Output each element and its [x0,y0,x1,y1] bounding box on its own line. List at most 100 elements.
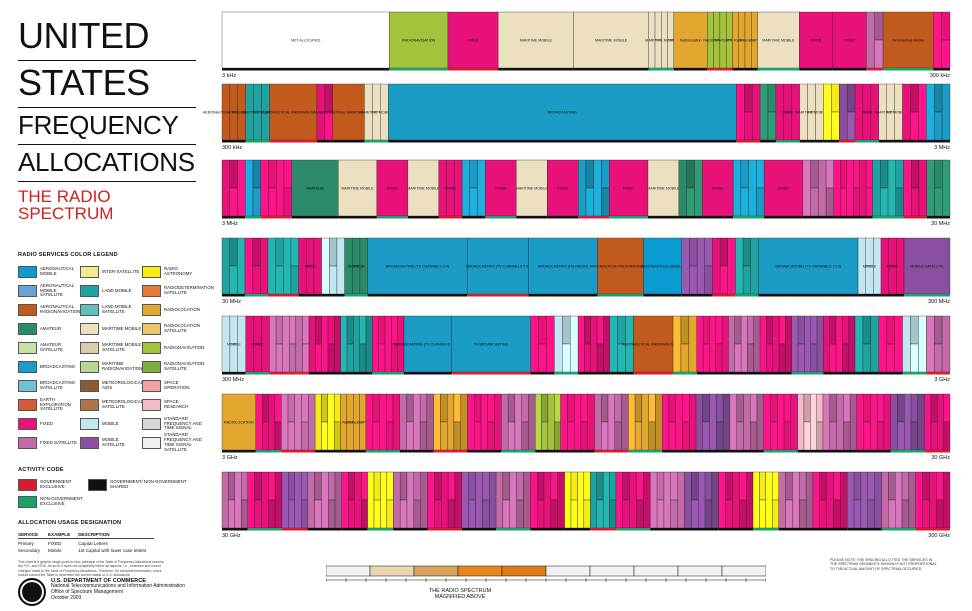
band-cell [453,393,461,423]
band-cell [314,471,322,501]
band [577,315,610,375]
activity-stripe [340,450,366,453]
band-cell [547,393,555,451]
band-cell [886,315,895,345]
band-cell [930,393,938,423]
table-row: Primary FIXED Capital Letters [18,539,154,546]
band-cell [770,421,778,451]
activity-stripe [365,450,400,453]
band-label: BROADCASTING (TV CHANNELS 14-20) [394,343,462,347]
activity-stripe [902,140,927,143]
legend-label: AMATEUR [40,325,62,331]
band-cell [353,315,360,373]
activity-grid: GOVERNMENT EXCLUSIVE GOVERNMENT/ NON-GOVE… [18,479,208,508]
band-cell [823,83,832,141]
band-cell [474,421,482,451]
band-cell [372,111,381,141]
band-cell [295,315,303,373]
band-cell [221,237,230,295]
band-cell [580,421,588,451]
band-cell [847,471,855,529]
band-cell [413,393,421,451]
legend-label: INTER-SATELLITE [102,268,140,274]
band [267,237,299,297]
band-cell [863,421,871,451]
band: FIXED [438,159,463,219]
band-label: RADIOLOCATION [224,421,254,425]
band-cell [260,159,269,217]
band-cell [268,159,277,189]
band [791,315,824,375]
legend-label: AMATEUR SATELLITE [40,342,63,352]
band-cell [308,315,316,373]
band-cell [799,471,807,501]
band-cell [915,471,923,529]
band-cell [910,83,919,113]
activity-stripe [775,140,800,143]
band [260,159,292,219]
band-cell [302,315,310,345]
band-cell [550,471,558,501]
band-cell [367,471,375,529]
legend-swatch [142,265,161,278]
band-cell [434,499,442,529]
band-cell [601,421,609,451]
band [833,159,873,219]
agency-name: National Telecommunications and Informat… [51,583,185,590]
band [535,393,561,453]
title-line-3: FREQUENCY [18,108,196,145]
band-cell [877,393,885,423]
band-cell [419,421,428,451]
band-cell [468,471,476,501]
band-cell [221,159,230,217]
band-cell [407,159,440,217]
activity-stripe [564,528,591,531]
row-end-label: 30 MHz [931,221,950,227]
band: Radiolocation [732,11,758,71]
row-start-label: 3 MHz [222,221,238,227]
band [823,315,856,375]
band [221,471,248,531]
band-cell [346,343,354,373]
band-cell [597,237,644,295]
activity-stripe [255,450,282,453]
band-cell [352,265,361,295]
band [924,393,951,453]
legend-label: MOBILE [102,420,119,426]
band: Aeronautical Mobile [882,11,934,71]
band-cell [446,187,455,217]
band-cell [937,393,944,451]
band-label: NOT ALLOCATED [291,39,321,43]
band-cell [393,471,401,529]
legend-item: STANDARD FREQUENCY AND TIME SIGNAL [142,416,204,431]
band-cell [580,393,588,423]
band-cell [888,237,897,267]
band-cell [810,159,819,189]
legend-item: METEOROLOGICAL AIDS [80,378,143,393]
band-cell [254,499,262,529]
band-cell [833,159,841,217]
subtitle: THE RADIO SPECTRUM [18,187,114,223]
band-cell [530,315,539,373]
activity-stripe [269,140,317,143]
band-cell [602,471,610,529]
band-cell [469,187,478,217]
legend-swatch [80,265,99,278]
activity-stripe [797,450,824,453]
band-label: MARITIME MOBILE [762,39,795,43]
band-cell [751,39,758,69]
legend-label: AERONAUTICAL RADIONAVIGATION [40,304,81,314]
band-cell [689,265,698,295]
band-cell [862,315,872,345]
band-cell [691,471,699,501]
band-cell [569,315,579,373]
band-cell [274,471,283,529]
legend-label: FIXED [40,420,53,426]
band-cell [603,315,610,373]
activity-stripe [673,372,697,375]
band [926,83,951,143]
office-name: Office of Spectrum Management [51,589,123,596]
activity-stripe [341,528,368,531]
activity-stripe [856,450,891,453]
band: MOBILE [221,315,246,375]
